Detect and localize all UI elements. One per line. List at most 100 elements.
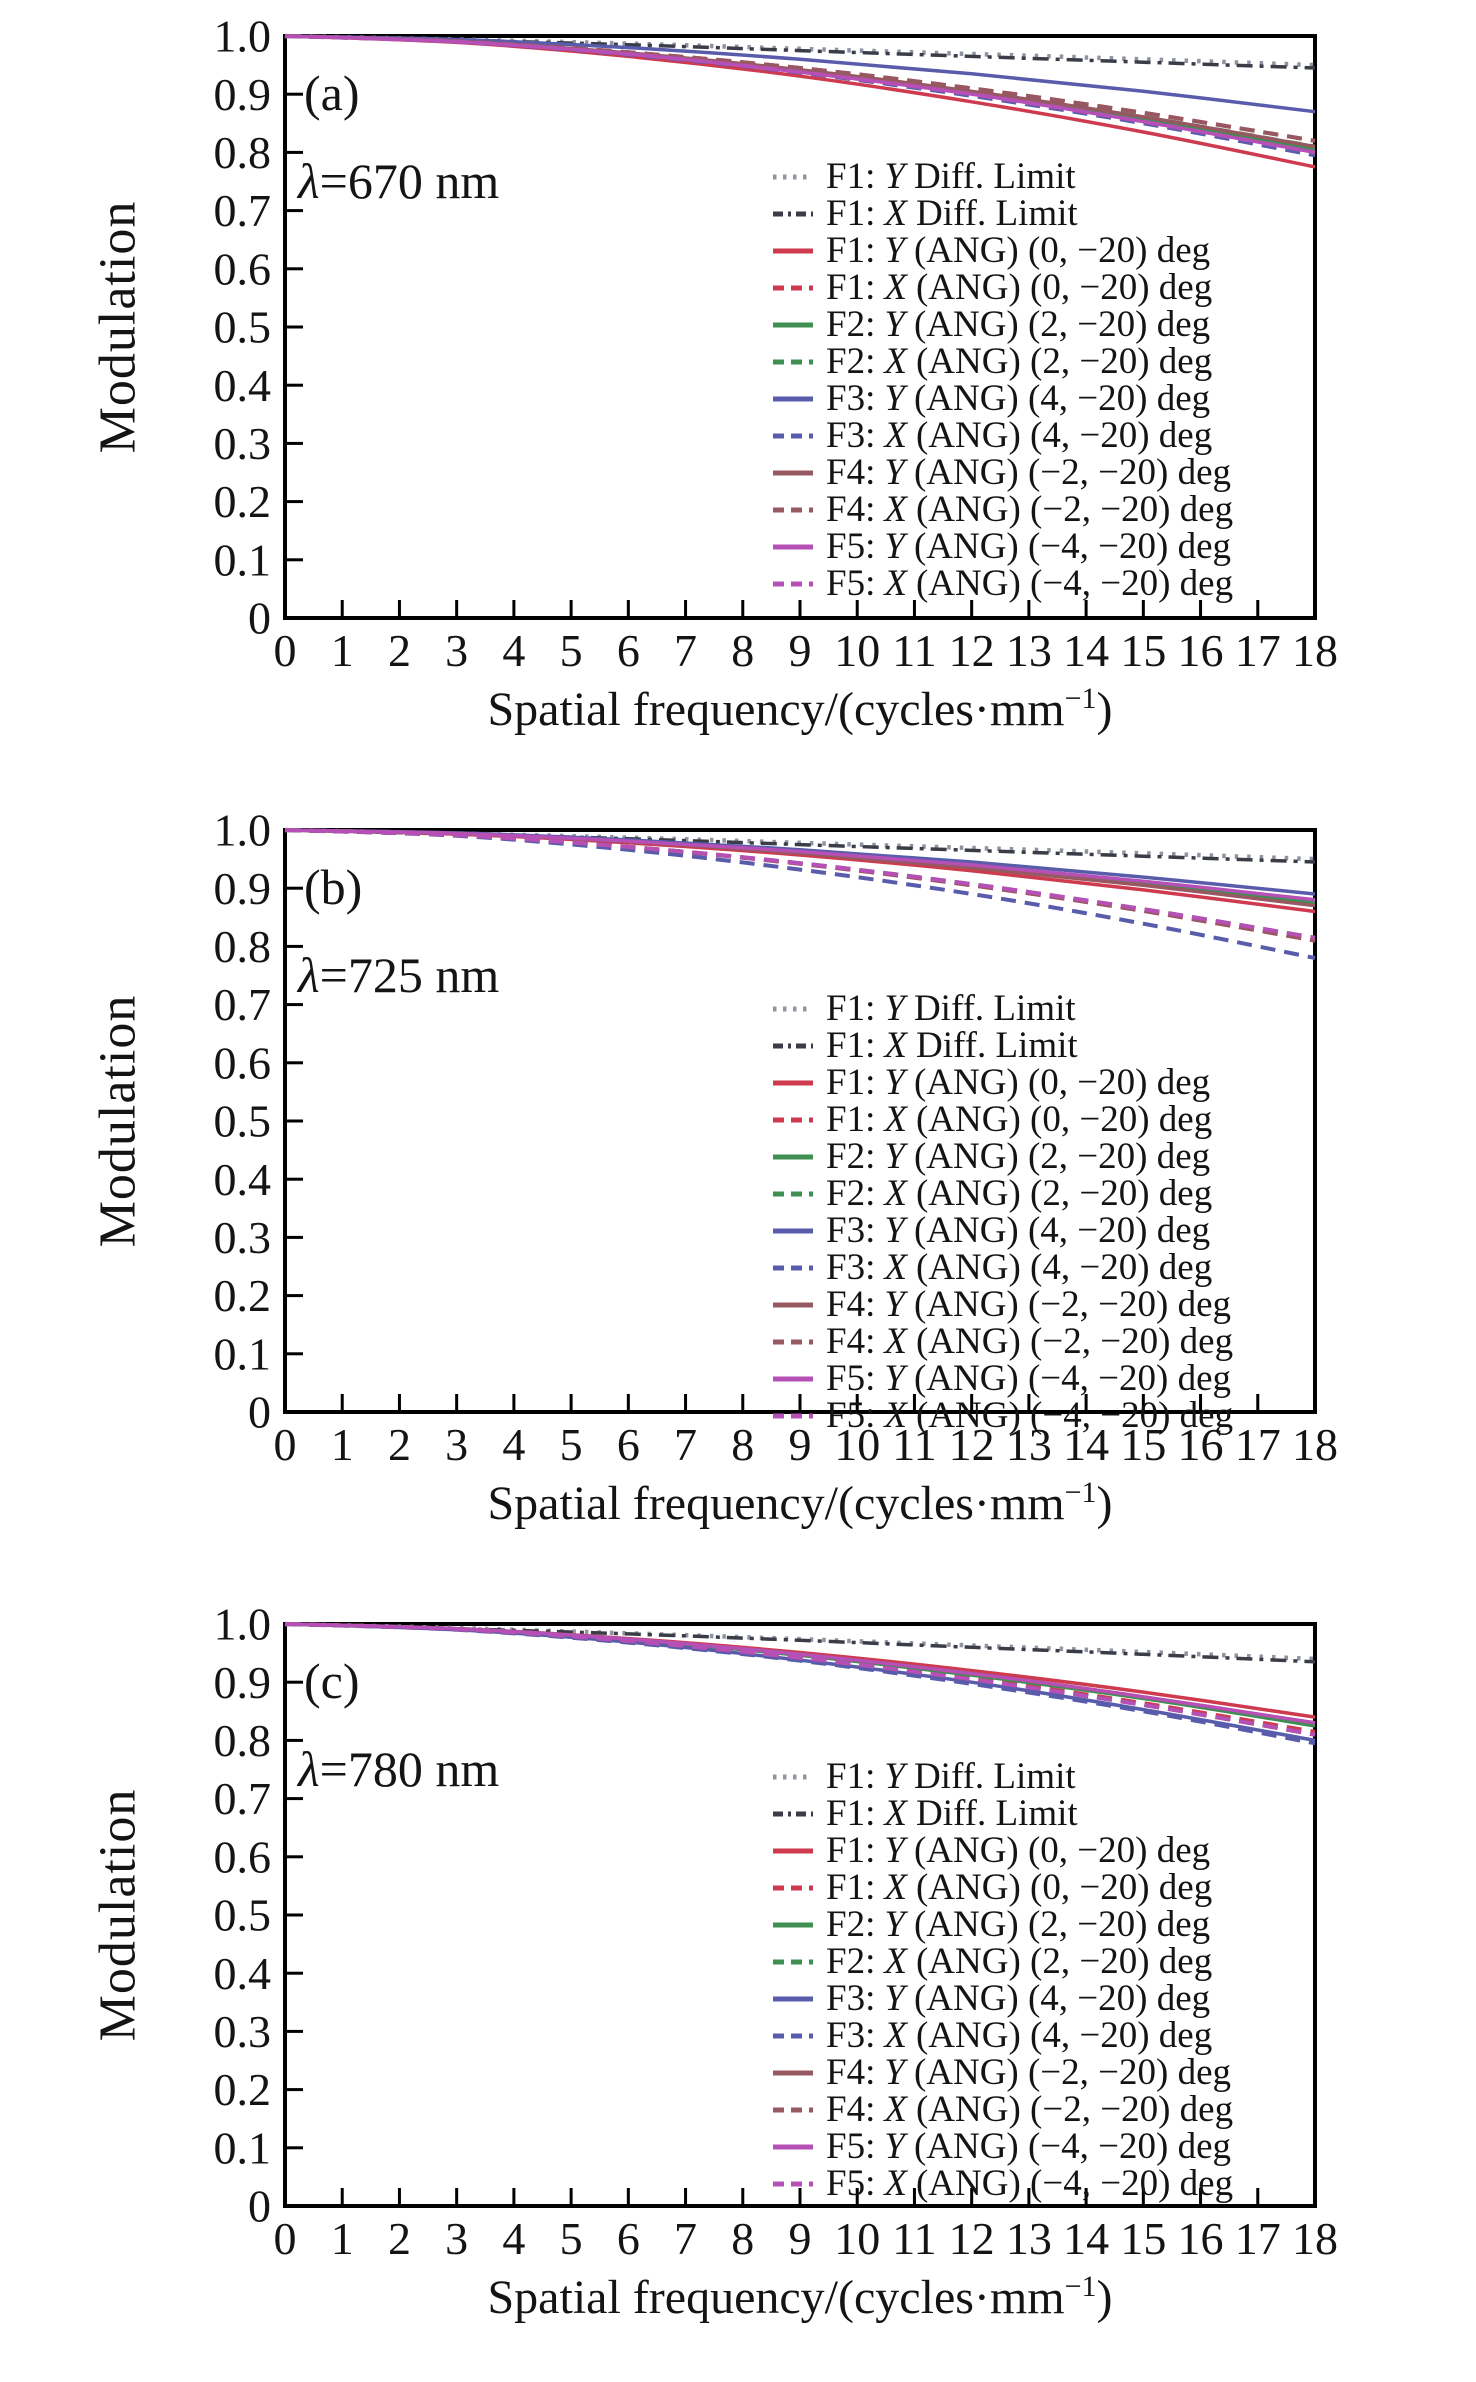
- x-tick-label: 17: [1235, 1419, 1281, 1470]
- x-tick-label: 16: [1178, 625, 1224, 676]
- legend-marker-line: [773, 2070, 813, 2075]
- series-curve: [284, 828, 1316, 940]
- legend-marker-line: [773, 433, 813, 438]
- legend-item-axis: Y: [884, 526, 905, 567]
- legend-item-field: F1:: [826, 1025, 876, 1066]
- x-tick-label: 12: [949, 1419, 995, 1470]
- plot-area: 1.00.90.80.70.60.50.40.30.20.100 1 2 3 4 5 6 7 8…: [214, 1599, 1339, 2264]
- y-tick-label: 0.9: [214, 1657, 272, 1708]
- x-axis-title-main: Spatial frequency/(cycles·mm: [487, 2271, 1065, 2324]
- x-tick-label: 15: [1120, 625, 1166, 676]
- y-tick-label: 0.1: [214, 1328, 272, 1379]
- x-tick-label: 5: [560, 625, 583, 676]
- y-tick-label: 1.0: [214, 805, 272, 856]
- legend-marker-line: [773, 1117, 813, 1122]
- legend-item-axis: Y: [884, 156, 905, 197]
- x-axis-title-main: Spatial frequency/(cycles·mm: [487, 683, 1065, 736]
- legend-item-field: F5:: [826, 1395, 876, 1436]
- legend-item-desc: (ANG) (−4, −20) deg: [913, 2126, 1232, 2167]
- series-curve: [284, 827, 1316, 862]
- legend-item-desc: (ANG) (−4, −20) deg: [913, 1358, 1232, 1399]
- x-tick-label: 3: [445, 2213, 468, 2264]
- legend-item: F1: X (ANG) (0, −20) deg: [772, 267, 1233, 308]
- legend-item-axis: X: [884, 2015, 907, 2056]
- x-tick-label: 2: [388, 625, 411, 676]
- y-tick-label: 0.5: [214, 1890, 272, 1941]
- series-curve: [284, 34, 1316, 158]
- legend-marker-line: [773, 470, 813, 475]
- x-tick-label: 0: [274, 2213, 297, 2264]
- legend-item-field: F1:: [826, 1867, 876, 1908]
- legend-item-desc: (ANG) (4, −20) deg: [915, 1247, 1213, 1288]
- legend-item-axis: Y: [884, 1830, 905, 1871]
- legend-item-desc: (ANG) (2, −20) deg: [915, 341, 1213, 382]
- wavelength-label: λ=780 nm: [298, 1740, 499, 1798]
- legend-item-axis: X: [884, 1867, 907, 1908]
- legend-marker-line: [773, 174, 813, 179]
- y-tick-label: 1.0: [214, 1599, 272, 1650]
- legend-item-axis: Y: [884, 230, 905, 271]
- y-tick-label: 0.7: [214, 1773, 272, 1824]
- legend-item: F5: Y (ANG) (−4, −20) deg: [772, 1358, 1233, 1399]
- legend-item-desc: (ANG) (−2, −20) deg: [913, 452, 1232, 493]
- panel-label-text: (a): [304, 65, 360, 121]
- legend-item-desc: (ANG) (4, −20) deg: [913, 1978, 1211, 2019]
- y-tick-label: 0.4: [214, 360, 272, 411]
- legend-marker-line: [773, 396, 813, 401]
- x-tick-label: 11: [892, 2213, 936, 2264]
- x-tick-label: 10: [834, 625, 880, 676]
- x-tick-label: 16: [1178, 2213, 1224, 2264]
- y-tick-label: 0.7: [214, 979, 272, 1030]
- legend-item-axis: X: [884, 1941, 907, 1982]
- legend-item-axis: Y: [884, 452, 905, 493]
- legend-item-desc: Diff. Limit: [915, 193, 1078, 234]
- legend-item-axis: X: [884, 1321, 907, 1362]
- legend-item: F4: Y (ANG) (−2, −20) deg: [772, 452, 1233, 493]
- legend-item-axis: X: [884, 267, 907, 308]
- y-axis-label: Modulation: [89, 200, 147, 454]
- y-tick-label: 0.3: [214, 1212, 272, 1263]
- legend-item-desc: (ANG) (−4, −20) deg: [915, 1395, 1234, 1436]
- x-tick-label: 6: [617, 1419, 640, 1470]
- legend-marker-line: [773, 1413, 813, 1418]
- panel-label: (a): [304, 64, 360, 122]
- legend-item: F4: Y (ANG) (−2, −20) deg: [772, 2052, 1233, 2093]
- plot-area: 1.00.90.80.70.60.50.40.30.20.100 1 2 3 4 5 6 7 8…: [214, 805, 1339, 1470]
- legend-marker-line: [773, 1885, 813, 1890]
- legend-item-field: F1:: [826, 988, 876, 1029]
- x-tick-label: 14: [1063, 625, 1109, 676]
- legend-item: F4: X (ANG) (−2, −20) deg: [772, 2089, 1233, 2130]
- legend-item-desc: (ANG) (4, −20) deg: [915, 415, 1213, 456]
- legend-item: F4: X (ANG) (−2, −20) deg: [772, 489, 1233, 530]
- legend-marker-line: [773, 322, 813, 327]
- legend-item: F5: X (ANG) (−4, −20) deg: [772, 2163, 1233, 2204]
- legend-marker-line: [773, 2181, 813, 2186]
- legend-item-axis: X: [884, 193, 907, 234]
- x-tick-label: 11: [892, 1419, 936, 1470]
- plot-frame: [283, 828, 1317, 1414]
- legend-item-field: F3:: [826, 378, 876, 419]
- panel-label-text: (c): [304, 1653, 360, 1709]
- mtf-panel: 1.0 0.9 0.8 0.7 0.6 0.5 0.4 0.3 0.2 0.1 0 0 1 2 3 4 5 6 7 8…: [0, 0, 1476, 794]
- y-tick-label: 0.2: [214, 1270, 272, 1321]
- panel-label-text: (b): [304, 859, 363, 915]
- y-axis-label: Modulation: [89, 1788, 147, 2042]
- legend-item-desc: (ANG) (−2, −20) deg: [913, 1284, 1232, 1325]
- y-tick-label: 0: [248, 593, 271, 644]
- y-tick-label: 0.8: [214, 127, 272, 178]
- x-tick-label: 17: [1235, 625, 1281, 676]
- legend-item-axis: X: [884, 1247, 907, 1288]
- x-tick-label: 1: [331, 625, 354, 676]
- x-axis-title-main: Spatial frequency/(cycles·mm: [487, 1477, 1065, 1530]
- y-tick-label: 0: [248, 1387, 271, 1438]
- wavelength-value: =725 nm: [319, 947, 500, 1003]
- y-tick-label: 0.2: [214, 476, 272, 527]
- x-tick-label: 14: [1063, 1419, 1109, 1470]
- y-tick-label: 0.3: [214, 2006, 272, 2057]
- legend-item-axis: X: [884, 1395, 907, 1436]
- mtf-panel: 1.0 0.9 0.8 0.7 0.6 0.5 0.4 0.3 0.2 0.1 0 0 1 2 3 4 5 6 7 8…: [0, 794, 1476, 1588]
- legend-item-axis: X: [884, 415, 907, 456]
- legend-marker-line: [773, 1080, 813, 1085]
- wavelength-value: =780 nm: [319, 1741, 500, 1797]
- legend-marker-line: [773, 1959, 813, 1964]
